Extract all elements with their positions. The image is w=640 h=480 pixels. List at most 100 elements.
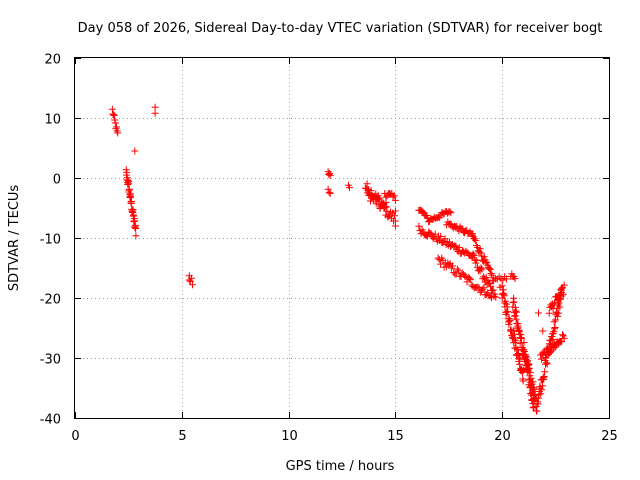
data-point (468, 230, 476, 238)
data-point (477, 249, 485, 257)
y-tick-label: 20 (44, 53, 61, 68)
y-tick-label: -10 (40, 233, 61, 248)
data-point (365, 186, 373, 194)
data-point (367, 191, 375, 199)
data-point (108, 105, 116, 113)
data-point (427, 230, 435, 238)
data-point (374, 194, 382, 202)
data-point (516, 339, 524, 347)
data-point (537, 355, 545, 363)
data-point (518, 334, 526, 342)
data-point (129, 206, 137, 214)
data-point (383, 203, 391, 211)
data-point (325, 170, 333, 178)
data-point (391, 217, 399, 225)
data-point (449, 262, 457, 270)
data-point (372, 200, 380, 208)
data-point (527, 374, 535, 382)
data-point (559, 290, 567, 298)
data-point (426, 229, 434, 237)
data-points (108, 103, 568, 415)
data-point (543, 360, 551, 368)
plot-frame (74, 57, 610, 419)
y-axis-label: SDTVAR / TECUs (7, 185, 22, 292)
x-axis-label: GPS time / hours (286, 459, 395, 474)
data-point (480, 253, 488, 261)
data-point (390, 212, 398, 220)
data-point (557, 338, 565, 346)
data-point (471, 235, 479, 243)
data-point (447, 209, 455, 217)
data-point (483, 258, 491, 266)
data-point (556, 303, 564, 311)
axis-ticks: 0 5 10 15 20 25 20 10 0 -10 -20 -30 -40 (40, 53, 618, 445)
data-point (113, 123, 121, 131)
data-point (185, 276, 193, 284)
data-point (538, 386, 546, 394)
data-point (546, 349, 554, 357)
data-point (151, 109, 159, 117)
data-point (470, 251, 478, 259)
data-point (461, 272, 469, 280)
data-point (111, 119, 119, 127)
data-point (326, 171, 334, 179)
data-point (555, 309, 563, 317)
data-point (551, 324, 559, 332)
x-tick-label: 5 (178, 429, 186, 444)
data-point (471, 256, 479, 264)
data-point (511, 312, 519, 320)
data-point (379, 200, 387, 208)
x-tick-label: 10 (281, 429, 298, 444)
data-point (324, 185, 332, 193)
data-point (506, 317, 514, 325)
data-point (127, 192, 135, 200)
data-point (465, 274, 473, 282)
data-point (529, 378, 537, 386)
data-point (373, 195, 381, 203)
data-point (502, 275, 510, 283)
data-point (474, 283, 482, 291)
data-point (526, 369, 534, 377)
data-point (537, 390, 545, 398)
data-point (560, 334, 568, 342)
data-point (110, 111, 118, 119)
data-point (549, 305, 557, 313)
data-point (514, 350, 522, 358)
data-point (437, 260, 445, 268)
data-point (557, 285, 565, 293)
data-point (476, 267, 484, 275)
data-point (499, 276, 507, 284)
data-point (131, 147, 139, 155)
data-point (452, 242, 460, 250)
data-point (503, 300, 511, 308)
data-point (473, 257, 481, 265)
data-point (491, 290, 499, 298)
data-point (554, 297, 562, 305)
data-point (546, 336, 554, 344)
data-point (363, 180, 371, 188)
y-tick-label: -30 (40, 353, 61, 368)
data-point (546, 348, 554, 356)
data-point (551, 298, 559, 306)
y-tick-label: -40 (40, 413, 61, 428)
data-point (551, 343, 559, 351)
data-point (550, 318, 558, 326)
data-point (437, 233, 445, 241)
data-point (123, 168, 131, 176)
data-point (472, 237, 480, 245)
data-point (535, 309, 543, 317)
grid-lines (75, 58, 609, 418)
data-point (486, 265, 494, 273)
x-tick-label: 0 (71, 429, 79, 444)
data-point (188, 281, 196, 289)
data-point (533, 407, 541, 415)
data-point (325, 188, 333, 196)
data-point (478, 265, 486, 273)
data-point (469, 250, 477, 258)
data-point (559, 331, 567, 339)
data-point (500, 292, 508, 300)
data-point (130, 211, 138, 219)
data-point (382, 193, 390, 201)
data-point (530, 385, 538, 393)
